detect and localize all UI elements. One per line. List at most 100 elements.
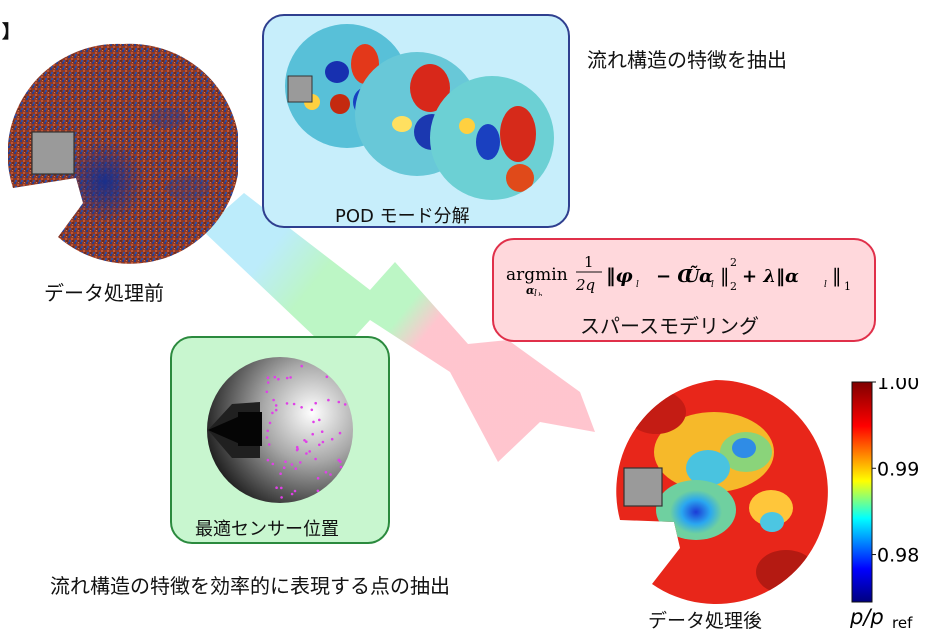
sensor-point xyxy=(267,443,271,446)
sensor-point xyxy=(268,421,272,425)
sensor-point xyxy=(274,408,278,412)
sensor-point xyxy=(324,470,328,474)
label-pod: POD モード分解 xyxy=(335,206,470,227)
formula-sq-sup: 2 xyxy=(730,256,737,269)
formula-frac-num: 1 xyxy=(584,253,594,271)
sensor-point xyxy=(303,439,306,442)
label-sensor: 最適センサー位置 xyxy=(195,519,339,540)
pod-mode-3 xyxy=(430,76,554,200)
formula-alpha-sub: l xyxy=(711,280,714,290)
sensor-point xyxy=(337,458,341,462)
sensor-point xyxy=(272,398,275,402)
formula-minus: − C xyxy=(656,266,692,287)
formula-sq-sub: 2 xyxy=(730,280,737,293)
sensor-point xyxy=(266,429,269,433)
sensor-point xyxy=(282,466,286,469)
sensor-point xyxy=(316,476,320,480)
sensor-point xyxy=(284,460,287,463)
sensor-point xyxy=(293,489,297,493)
sensor-point xyxy=(314,401,317,405)
sensor-point xyxy=(290,463,294,466)
colorbar-label-sub: ref xyxy=(892,614,913,628)
sensor-point xyxy=(305,452,308,455)
sensor-point xyxy=(312,420,315,424)
formula-body: ‖φ xyxy=(606,265,633,287)
sensor-point xyxy=(327,398,330,402)
sensor-point xyxy=(339,465,343,469)
sensor-point xyxy=(316,489,320,493)
colorbar-label: p/p xyxy=(849,605,884,628)
formula-l1: 1 xyxy=(844,280,851,293)
formula-op-sub: α xyxy=(526,284,535,296)
sensor-point xyxy=(266,458,270,462)
sensor-point xyxy=(266,381,270,384)
formula-op-subsub: l xyxy=(534,289,537,296)
formula-u: Ũ xyxy=(684,264,701,287)
pod-obstacle xyxy=(287,75,313,103)
sensor-point xyxy=(274,404,278,407)
sensor-image xyxy=(207,357,353,503)
formula-op-subsubsub: h xyxy=(538,292,543,296)
corner-mark: 】 xyxy=(2,22,20,43)
sensor-point xyxy=(279,472,282,475)
colorbar-tick-label: 0.99 xyxy=(877,458,919,480)
sensor-point xyxy=(266,376,270,379)
processed-obstacle xyxy=(623,467,663,507)
colorbar: 1.00 0.99 0.98 p/p ref xyxy=(849,378,919,628)
sensor-point xyxy=(308,450,311,453)
label-raw: データ処理前 xyxy=(44,281,164,305)
colorbar-gradient xyxy=(851,381,873,603)
formula-alpha2-sub: l xyxy=(824,280,827,290)
sensor-point xyxy=(271,462,275,466)
colorbar-tick-label: 0.98 xyxy=(877,545,919,567)
sensor-point xyxy=(295,445,299,449)
sensor-point xyxy=(294,467,298,470)
sensor-point xyxy=(338,431,342,435)
formula-frac-den: 2q xyxy=(575,276,595,294)
formula-op: argmin xyxy=(506,265,568,285)
sensor-point xyxy=(318,443,321,447)
label-feature: 流れ構造の特徴を抽出 xyxy=(587,48,787,72)
sensor-point xyxy=(273,375,277,379)
label-bottom: 流れ構造の特徴を効率的に表現する点の抽出 xyxy=(50,574,450,598)
colorbar-tick-label: 1.00 xyxy=(877,378,919,394)
sensor-point xyxy=(330,437,334,441)
sensor-point xyxy=(275,486,278,489)
sensor-point xyxy=(320,430,324,433)
sensor-point xyxy=(265,390,269,394)
sensor-point xyxy=(314,457,317,461)
processed-image xyxy=(616,380,828,604)
formula-body-sub: l xyxy=(636,280,639,290)
raw-data-image xyxy=(8,43,238,264)
sensor-obstacle xyxy=(238,412,262,446)
sensor-point xyxy=(280,486,283,490)
sensor-point xyxy=(290,492,294,496)
sparse-box xyxy=(492,238,876,342)
pod-mode-images xyxy=(285,24,554,200)
sensor-point xyxy=(339,460,342,464)
sensor-point xyxy=(285,402,289,405)
formula-plus-lambda: + λ‖α xyxy=(742,266,799,287)
obstacle-square xyxy=(31,131,75,175)
sensor-point xyxy=(300,406,303,409)
sensor-point xyxy=(265,436,269,439)
sensor-point xyxy=(280,496,283,499)
sensor-point xyxy=(300,364,303,368)
formula-norm-close: ‖ xyxy=(720,265,730,287)
sensor-point xyxy=(289,376,292,379)
sensor-point xyxy=(285,376,289,380)
sensor-point xyxy=(325,375,329,379)
sensor-point xyxy=(343,403,347,406)
label-processed: データ処理後 xyxy=(648,610,763,632)
sensor-point xyxy=(318,418,321,422)
sensor-point xyxy=(310,408,314,412)
formula-alpha: α xyxy=(699,266,713,287)
arrow-shape xyxy=(202,193,595,462)
sensor-point xyxy=(321,440,325,444)
formula-norm2-close: ‖ xyxy=(832,265,842,287)
sensor-point xyxy=(311,432,314,436)
label-sparse: スパースモデリング xyxy=(580,314,759,338)
sensor-point xyxy=(305,440,308,443)
